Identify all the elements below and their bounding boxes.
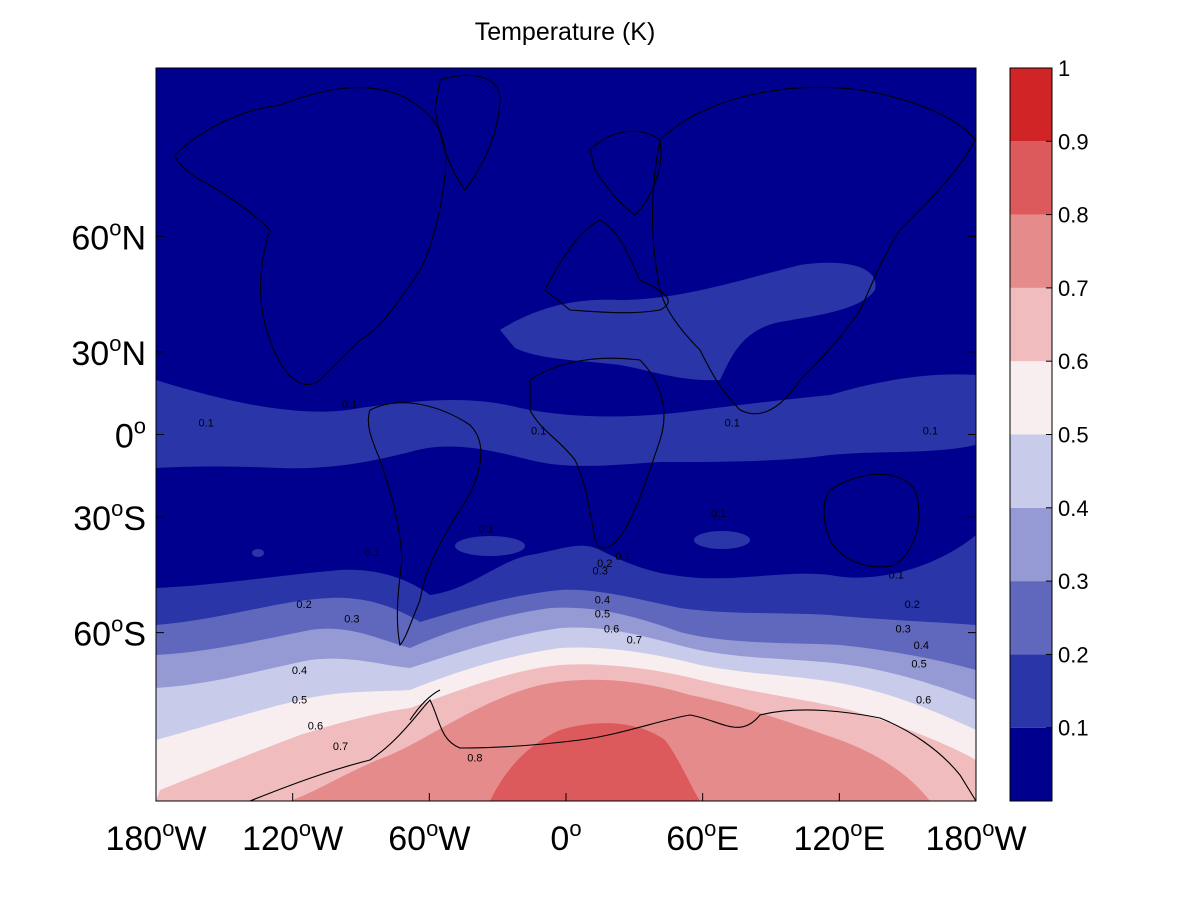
- colorbar-swatch-5: [1010, 361, 1052, 435]
- contour-label-23: 0.6: [308, 721, 323, 733]
- colorbar-swatch-6: [1010, 287, 1052, 362]
- colorbar-swatch-4: [1010, 434, 1052, 508]
- y-tick-label-1: 30oN: [71, 331, 146, 373]
- contour-label-7: 0.1: [365, 547, 380, 559]
- coastline-asia: [651, 86, 976, 415]
- contour-label-4: 0.1: [923, 426, 938, 438]
- contour-label-5: 0.1: [479, 524, 494, 536]
- colorbar-tick-label-0: 0.1: [1058, 716, 1089, 741]
- contour-label-0: 0.1: [198, 418, 213, 430]
- contour-band-southern-0.8-0.9: [490, 723, 700, 801]
- colorbar-tick-label-1: 0.2: [1058, 642, 1089, 667]
- x-tick-label-4: 60oE: [666, 816, 739, 858]
- contour-label-9: 0.1: [889, 570, 904, 582]
- contour-label-10: 0.2: [296, 599, 311, 611]
- contour-label-17: 0.4: [292, 665, 307, 677]
- contour-label-6: 0.1: [711, 508, 726, 520]
- contour-label-14: 0.3: [593, 566, 608, 578]
- contour-label-16: 0.4: [595, 595, 610, 607]
- contour-label-12: 0.2: [905, 599, 920, 611]
- colorbar-swatch-8: [1010, 141, 1052, 215]
- contour-label-11: 0.2: [597, 558, 612, 570]
- x-tick-label-3: 0o: [550, 816, 581, 858]
- contour-band-indian-ocean-0.1-0.2: [660, 422, 768, 461]
- y-axis-ticks: 60oN 30oN 0o 30oS 60oS: [71, 215, 976, 654]
- colorbar-tick-label-3: 0.4: [1058, 496, 1089, 521]
- colorbar-tick-label-8: 0.9: [1058, 129, 1089, 154]
- y-tick-label-0: 60oN: [71, 215, 146, 257]
- contour-label-18: 0.4: [914, 640, 929, 652]
- contour-label-26: 0.7: [333, 741, 348, 753]
- colorbar-tick-label-6: 0.7: [1058, 276, 1089, 301]
- y-tick-label-4: 60oS: [73, 612, 146, 654]
- colorbar-swatch-9: [1010, 68, 1052, 142]
- contour-band-equatorial-0.1-0.2: [156, 374, 976, 469]
- colorbar-tick-label-7: 0.8: [1058, 203, 1089, 228]
- coastline-antarctica: [249, 699, 976, 801]
- map-plot-area: 0.10.10.10.10.10.10.10.1 0.10.10.20.20.20…: [156, 68, 976, 801]
- colorbar-tick-label-9: 1: [1058, 56, 1070, 81]
- x-tick-label-2: 60oW: [388, 816, 470, 858]
- coastline-greenland: [434, 74, 501, 191]
- y-tick-label-3: 30oS: [73, 496, 146, 538]
- contour-labels: 0.10.10.10.10.10.10.10.1 0.10.10.20.20.20…: [198, 399, 938, 764]
- y-tick-label-2: 0o: [115, 414, 146, 456]
- contour-label-21: 0.5: [911, 658, 926, 670]
- colorbar-swatch-2: [1010, 581, 1052, 655]
- contour-label-1: 0.1: [342, 399, 357, 411]
- contour-label-2: 0.1: [531, 426, 546, 438]
- contour-label-15: 0.3: [895, 624, 910, 636]
- contour-label-13: 0.3: [344, 613, 359, 625]
- coastline-antarctic-peninsula: [409, 689, 441, 721]
- contour-label-19: 0.5: [595, 609, 610, 621]
- contour-label-8: 0.1: [615, 551, 630, 563]
- colorbar-tick-label-2: 0.3: [1058, 569, 1089, 594]
- x-tick-label-6: 180oW: [925, 816, 1026, 858]
- contour-island-south-atlantic-0.1-0.2: [455, 536, 525, 556]
- colorbar: 0.1 0.2 0.3 0.4 0.5 0.6 0.7 0.8 0.9 1: [1009, 56, 1089, 802]
- coastline-scandinavia: [589, 130, 662, 216]
- contour-label-25: 0.7: [627, 634, 642, 646]
- contour-label-27: 0.8: [467, 752, 482, 764]
- colorbar-tick-label-4: 0.5: [1058, 423, 1089, 448]
- colorbar-swatch-7: [1010, 214, 1052, 288]
- contour-island-west-pacific-0.1-0.2: [252, 549, 264, 557]
- x-tick-label-0: 180oW: [105, 816, 206, 858]
- contour-island-indian-ocean-0.1-0.2: [694, 531, 750, 549]
- x-axis-ticks: 180oW 120oW 60oW 0o 60oE 120oE 180oW: [105, 793, 1027, 858]
- coastline-outlines: [174, 74, 976, 801]
- contour-band-eurasia-0.1-0.2: [500, 262, 876, 381]
- contour-label-20: 0.5: [292, 694, 307, 706]
- contour-label-3: 0.1: [725, 418, 740, 430]
- colorbar-swatch-1: [1010, 654, 1052, 728]
- colorbar-swatch-0: [1010, 727, 1052, 801]
- map-title: Temperature (K): [474, 18, 656, 46]
- x-tick-label-1: 120oW: [242, 816, 343, 858]
- coastline-africa: [529, 357, 665, 549]
- colorbar-tick-label-5: 0.6: [1058, 349, 1089, 374]
- coastline-north-america: [174, 87, 447, 386]
- x-tick-label-5: 120oE: [793, 816, 885, 858]
- coastline-europe: [544, 219, 669, 314]
- coastline-south-america: [367, 402, 482, 647]
- colorbar-swatch-3: [1010, 507, 1052, 582]
- contour-label-22: 0.6: [604, 624, 619, 636]
- coastline-australia: [823, 473, 920, 568]
- contour-label-24: 0.6: [916, 694, 931, 706]
